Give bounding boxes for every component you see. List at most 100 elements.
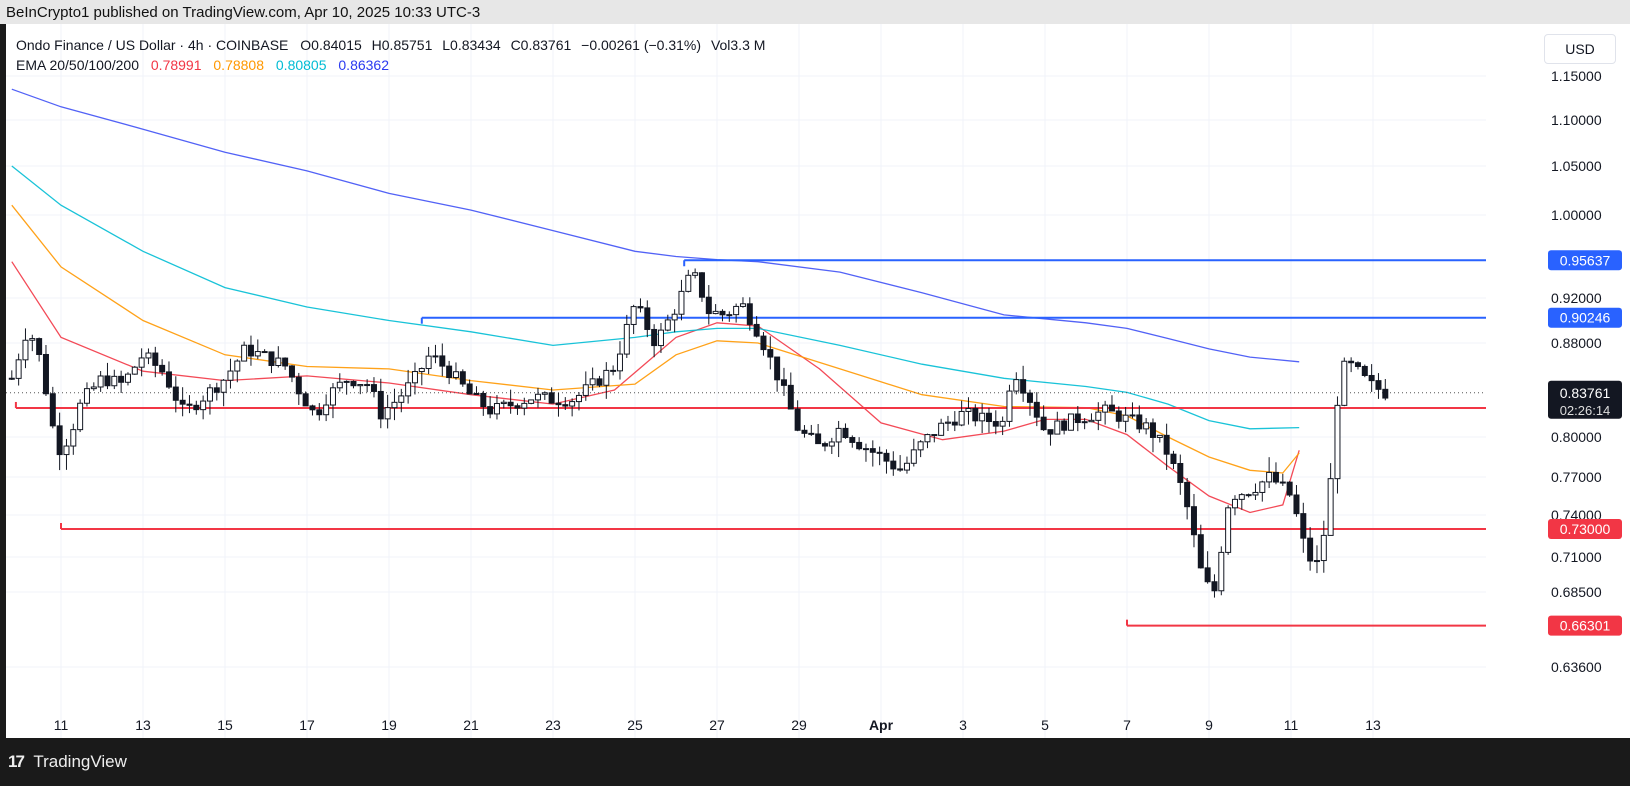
candle-down [1163, 434, 1170, 455]
bar-countdown-label: 02:26:14 [1560, 403, 1611, 418]
price-tick-label: 0.68500 [1551, 584, 1602, 600]
price-tick-label: 0.80000 [1551, 429, 1602, 445]
price-tick-label: 0.88000 [1551, 335, 1602, 351]
level-tag-label: 0.66301 [1560, 618, 1611, 634]
candle-up [432, 355, 439, 358]
candle-up [733, 305, 740, 316]
candle-down [186, 403, 193, 406]
candle-up [862, 448, 869, 451]
candle-up [924, 434, 931, 443]
candle-up [83, 388, 90, 404]
candle-up [15, 359, 22, 379]
candle-up [1067, 413, 1074, 431]
candle-up [138, 357, 145, 368]
candle-up [657, 329, 664, 347]
candle-down [644, 307, 651, 330]
candle-up [1218, 551, 1225, 592]
candle-up [227, 370, 234, 381]
candle-up [329, 387, 336, 406]
candle-up [958, 410, 965, 426]
candle-up [664, 319, 671, 331]
candle-down [1061, 420, 1068, 431]
candle-down [890, 460, 897, 470]
candle-up [275, 357, 282, 367]
candle-up [712, 310, 719, 315]
candle-down [794, 408, 801, 431]
interval[interactable]: 4h [187, 37, 204, 53]
candle-down [1020, 379, 1027, 394]
change-value: −0.00261 (−0.31%) [581, 37, 702, 53]
currency-label: USD [1565, 41, 1595, 57]
candle-down [459, 371, 466, 385]
candle-down [172, 386, 179, 401]
legend-row-ema: EMA 20/50/100/200 0.78991 0.78808 0.8080… [16, 55, 765, 75]
candle-down [1293, 494, 1300, 515]
candle-down [849, 437, 856, 443]
candle-up [1252, 491, 1259, 496]
candle-up [77, 402, 84, 431]
candle-down [548, 392, 555, 404]
candle-up [910, 449, 917, 464]
candle-down [1204, 567, 1211, 583]
price-tags: 0.956370.902460.824710.730000.663010.837… [1548, 250, 1622, 636]
candle-down [152, 352, 159, 366]
candle-up [1238, 494, 1245, 500]
candle-up [965, 407, 972, 412]
publisher-bar: BeInCrypto1 published on TradingView.com… [0, 0, 1630, 24]
candle-down [1197, 534, 1204, 569]
candle-up [241, 344, 248, 362]
candle-up [1156, 434, 1163, 438]
candle-up [1334, 404, 1341, 480]
candle-down [247, 344, 254, 357]
candle-down [1307, 537, 1314, 562]
candle-down [1279, 481, 1286, 484]
candle-down [1108, 404, 1115, 412]
candle-up [357, 384, 364, 387]
symbol-name[interactable]: Ondo Finance / US Dollar [16, 37, 176, 53]
candle-down [193, 404, 200, 411]
candle-down [897, 468, 904, 471]
candle-down [883, 452, 890, 462]
candle-up [630, 306, 637, 325]
chart-legend: Ondo Finance / US Dollar · 4h · COINBASE… [16, 35, 765, 75]
level-tag-0.73000 [1548, 519, 1622, 539]
candle-down [1300, 513, 1307, 539]
time-tick-label: 19 [381, 717, 397, 733]
candle-up [999, 420, 1006, 427]
level-tag-0.95637 [1548, 250, 1622, 271]
candle-down [288, 365, 295, 378]
ema-line-ema100 [11, 165, 1300, 430]
candle-up [582, 384, 589, 396]
candle-up [534, 393, 541, 401]
chart-canvas[interactable]: 1.15000 1.10000 1.05000 1.00000 0.92000 0.880… [0, 24, 1630, 740]
candle-up [405, 382, 412, 397]
ema-line-ema50 [11, 204, 1300, 474]
time-axis[interactable]: 11 13 15 17 19 21 23 25 27 29 Apr 3 5 7 9 11 13 [54, 717, 1381, 733]
time-tick-label: 9 [1205, 717, 1213, 733]
candle-down [370, 384, 377, 392]
candle-up [1320, 534, 1327, 562]
time-tick-label: 25 [627, 717, 643, 733]
candle-down [159, 364, 166, 373]
chart-area[interactable]: 1.15000 1.10000 1.05000 1.00000 0.92000 0.880… [0, 24, 1630, 740]
candle-up [944, 421, 951, 424]
candle-down [760, 335, 767, 351]
currency-button[interactable]: USD [1544, 34, 1616, 64]
time-tick-label: 27 [709, 717, 725, 733]
level-tag-label: 0.73000 [1560, 521, 1611, 537]
candle-up [145, 352, 152, 359]
tradingview-logo-icon: 17 [8, 752, 25, 771]
candle-down [637, 306, 644, 309]
candle-down [1211, 581, 1218, 592]
price-tick-label: 0.63600 [1551, 659, 1602, 675]
candle-up [1054, 420, 1061, 435]
time-tick-label: 11 [1284, 717, 1299, 733]
candle-up [623, 323, 630, 355]
candle-down [931, 434, 938, 437]
ema-label[interactable]: EMA 20/50/100/200 [16, 57, 139, 73]
tradingview-logo[interactable]: 17 TradingView [8, 752, 127, 772]
candle-down [446, 365, 453, 379]
candle-up [452, 371, 459, 379]
ema20-value: 0.78991 [150, 57, 202, 73]
price-tick-label: 1.00000 [1551, 207, 1602, 223]
